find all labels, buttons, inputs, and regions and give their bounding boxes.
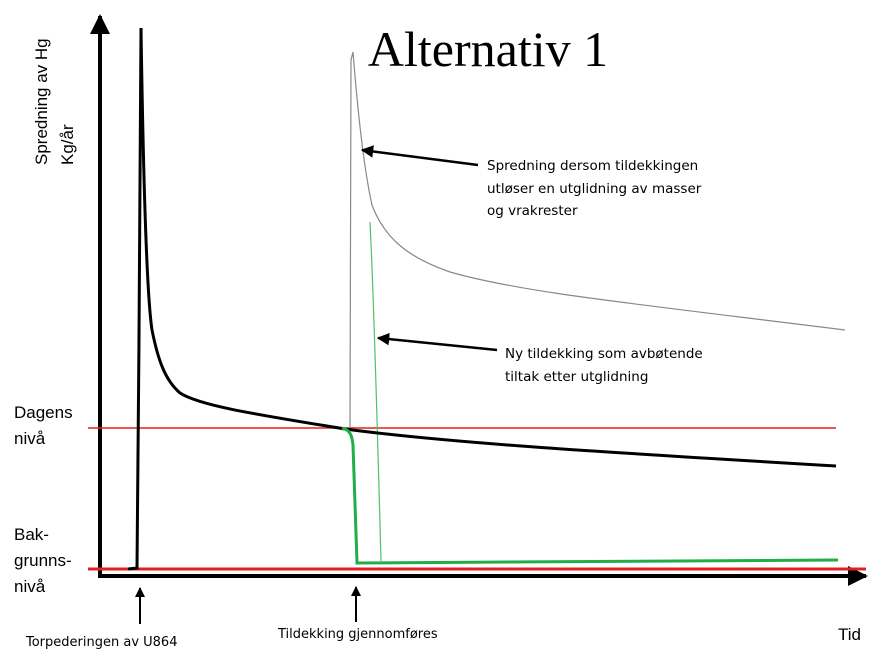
title: Alternativ 1: [368, 21, 608, 77]
background-level-label: nivå: [14, 577, 46, 596]
current-level-label: Dagens: [14, 403, 73, 422]
y-axis-label: Spredning av Hg Kg/år: [32, 38, 77, 165]
annotation-text: utløser en utglidning av masser: [487, 181, 702, 197]
y-axis-label-line: Spredning av Hg: [32, 38, 51, 165]
new-cover-curve: [369, 221, 382, 562]
annotation-text: og vrakrester: [487, 203, 578, 219]
slide-scenario-curve: [349, 51, 846, 429]
background-level-label: grunns-: [14, 551, 72, 570]
annotation-text: Ny tildekking som avbøtende: [505, 346, 703, 362]
event-label: Tildekking gjennomføres: [277, 627, 438, 642]
annotation-arrow: [360, 145, 479, 167]
y-axis-label-line: Kg/år: [58, 124, 77, 165]
covered-curve: [341, 426, 839, 565]
x-axis-label: Tid: [838, 625, 861, 644]
annotation-text: Spredning dersom tildekkingen: [487, 158, 698, 174]
annotation-text: tiltak etter utglidning: [505, 369, 648, 385]
spread-curve: [127, 27, 837, 571]
event-label: Torpederingen av U864: [25, 635, 177, 650]
current-level-label: nivå: [14, 429, 46, 448]
background-level-label: Bak-: [14, 525, 49, 544]
annotation-arrow: [376, 332, 498, 352]
